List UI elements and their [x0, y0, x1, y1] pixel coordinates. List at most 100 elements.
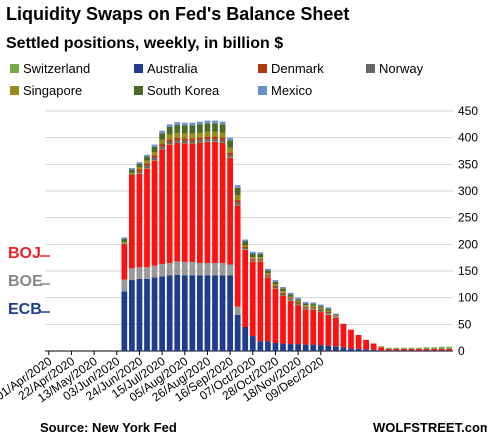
bar-segment-ecb [265, 341, 271, 351]
bar-segment-denmark [189, 138, 196, 141]
bar-segment-ecb [121, 291, 128, 351]
bar-segment-south-korea [219, 124, 226, 133]
bar-segment-switzerland [431, 347, 437, 349]
bar-segment-ecb [393, 350, 400, 351]
bar-segment-singapore [257, 257, 264, 259]
bar-segment-switzerland [189, 143, 196, 144]
bar-segment-switzerland [423, 347, 430, 349]
bar-segment-ecb [295, 344, 301, 351]
bar-segment-norway [295, 303, 301, 305]
bar-segment-ecb [385, 350, 392, 351]
bar-segment-switzerland [416, 347, 422, 349]
bar-segment-denmark [204, 136, 211, 140]
bar-segment-singapore [265, 273, 271, 275]
bar-segment-switzerland [272, 288, 279, 289]
bar-segment-ecb [166, 275, 173, 351]
bar-segment-boj [423, 348, 430, 351]
y-tick-label: 450 [458, 104, 478, 118]
bar-segment-switzerland [181, 143, 188, 144]
bar-segment-norway [212, 139, 218, 142]
bar-segment-singapore [242, 245, 249, 247]
bar-segment-mexico [310, 302, 317, 305]
bar-segment-boj [219, 143, 226, 263]
bar-segment-denmark [287, 298, 294, 300]
bar-segment-boj [204, 141, 211, 263]
legend-label: Singapore [23, 83, 83, 98]
bar-segment-ecb [151, 277, 158, 351]
bar-segment-denmark [280, 292, 286, 294]
bar-segment-boj [340, 323, 347, 348]
chart-subtitle: Settled positions, weekly, in billion $ [6, 35, 284, 52]
bar-segment-boj [401, 348, 407, 351]
bar-segment-boe [204, 263, 211, 276]
bar-segment-switzerland [401, 347, 407, 349]
bar-segment-switzerland [219, 142, 226, 143]
legend-swatch [134, 86, 143, 95]
bar-segment-denmark [234, 200, 241, 203]
bar-segment-mexico [317, 304, 324, 307]
bar-segment-south-korea [302, 303, 309, 306]
bar-segment-mexico [227, 137, 233, 141]
bar-segment-boj [310, 309, 317, 345]
bar-segment-singapore [121, 242, 128, 244]
legend-swatch [258, 86, 267, 95]
bar-segment-switzerland [174, 142, 181, 143]
bar-segment-south-korea [317, 306, 324, 308]
bar-segment-ecb [370, 349, 377, 351]
bar-segment-south-korea [136, 163, 143, 167]
bar-segment-ecb [144, 279, 150, 351]
bar-segment-singapore [166, 134, 173, 140]
bar-segment-mexico [121, 237, 128, 239]
bar-segment-boe [174, 261, 181, 275]
bar-segment-denmark [317, 309, 324, 311]
y-tick-label: 400 [458, 131, 478, 145]
bar-segment-boj [227, 157, 233, 265]
bar-segment-boj [272, 288, 279, 343]
legend-item-australia: Australia [134, 61, 198, 76]
bar-segment-singapore [310, 305, 317, 308]
bar-segment-singapore [287, 296, 294, 299]
bar-segment-denmark [181, 138, 188, 141]
legend-swatch [10, 86, 19, 95]
bar-segment-denmark [197, 137, 203, 141]
bar-segment-ecb [416, 350, 422, 351]
bar-segment-mexico [249, 251, 256, 254]
legend-label: Denmark [271, 61, 324, 76]
label-ecb: ECB [8, 301, 42, 319]
bar-segment-boj [181, 143, 188, 262]
bar-segment-boe [181, 261, 188, 276]
bar-segment-norway [181, 140, 188, 143]
bar-segment-south-korea [204, 123, 211, 132]
bar-segment-denmark [310, 307, 317, 309]
bar-segment-ecb [408, 350, 415, 351]
bar-segment-norway [174, 140, 181, 143]
bar-segment-ecb [204, 275, 211, 351]
bar-segment-south-korea [234, 187, 241, 196]
bar-segment-norway [317, 310, 324, 312]
bar-segment-ecb [219, 275, 226, 351]
bar-segment-denmark [242, 247, 249, 249]
label-boj: BOJ [8, 245, 41, 263]
bar-segment-boj [355, 335, 362, 349]
legend-label: South Korea [147, 83, 220, 98]
bar-segment-south-korea [310, 304, 317, 306]
bar-segment-norway [280, 293, 286, 295]
bar-segment-denmark [159, 144, 165, 147]
bar-segment-ecb [431, 350, 437, 351]
bar-segment-denmark [219, 137, 226, 141]
bar-segment-boj [408, 348, 415, 351]
bar-segment-boj [446, 348, 453, 351]
bar-segment-mexico [181, 122, 188, 126]
bar-segment-norway [265, 275, 271, 277]
bar-segment-boj [302, 309, 309, 345]
bar-segment-boe [129, 268, 135, 281]
bar-segment-south-korea [295, 299, 301, 301]
legend-item-norway: Norway [366, 61, 423, 76]
bar-segment-singapore [219, 132, 226, 138]
chart-title: Liquidity Swaps on Fed's Balance Sheet [6, 4, 350, 24]
bar-segment-ecb [189, 275, 196, 351]
y-tick-label: 300 [458, 184, 478, 198]
bar-segment-south-korea [227, 140, 233, 148]
bar-segment-boj [249, 261, 256, 337]
bar-segment-south-korea [280, 288, 286, 292]
